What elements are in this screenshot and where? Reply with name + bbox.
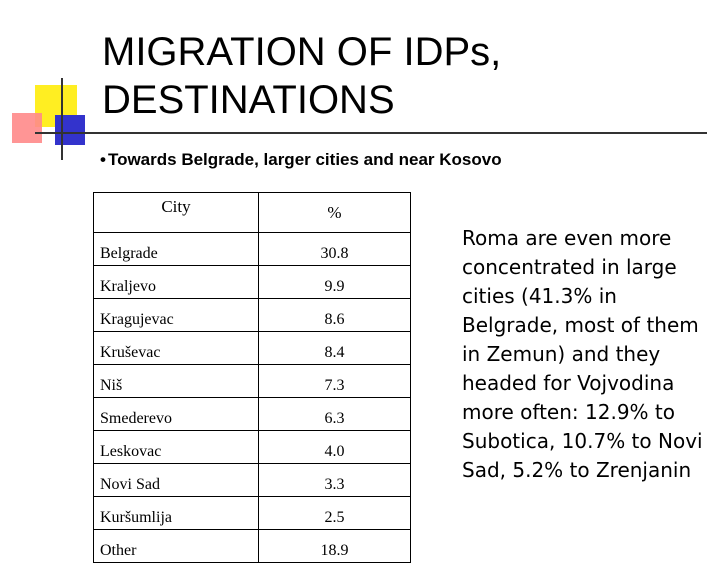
city-percentage-table: City % Belgrade 30.8 Kraljevo 9.9 Kragujevac…: [93, 192, 411, 563]
percent-cell: 6.3: [258, 397, 411, 431]
slide-title: MIGRATION OF IDPs, DESTINATIONS: [102, 28, 702, 124]
city-cell: Kruševac: [93, 331, 259, 365]
city-cell: Kraljevo: [93, 265, 259, 299]
city-cell: Kragujevac: [93, 298, 259, 332]
percent-cell: 9.9: [258, 265, 411, 299]
percent-cell: 18.9: [258, 529, 411, 563]
table-row: Belgrade 30.8: [93, 232, 411, 266]
city-cell: Smederevo: [93, 397, 259, 431]
city-cell: Belgrade: [93, 232, 259, 266]
bullet-text: Towards Belgrade, larger cities and near…: [107, 150, 502, 169]
percent-cell: 7.3: [258, 364, 411, 398]
table-row: Smederevo 6.3: [93, 397, 411, 431]
bullet-point: • Towards Belgrade, larger cities and nea…: [100, 150, 502, 170]
table-row: Kragujevac 8.6: [93, 298, 411, 332]
table-header-row: City %: [93, 192, 411, 233]
decor-red-square: [12, 113, 42, 143]
table-row: Kraljevo 9.9: [93, 265, 411, 299]
table-body: Belgrade 30.8 Kraljevo 9.9 Kragujevac 8.6 Kruš…: [93, 232, 411, 563]
decor-vertical-line: [61, 78, 63, 160]
header-percent: %: [258, 192, 411, 233]
table-row: Niš 7.3: [93, 364, 411, 398]
city-cell: Niš: [93, 364, 259, 398]
table-row: Other 18.9: [93, 529, 411, 563]
title-divider: [35, 132, 707, 134]
table-row: Leskovac 4.0: [93, 430, 411, 464]
decor-blue-square: [55, 115, 85, 145]
city-cell: Other: [93, 529, 259, 563]
header-city: City: [93, 192, 259, 233]
roma-note: Roma are even more concentrated in large…: [462, 226, 703, 482]
percent-cell: 8.6: [258, 298, 411, 332]
city-cell: Kuršumlija: [93, 496, 259, 530]
table-row: Kuršumlija 2.5: [93, 496, 411, 530]
city-cell: Novi Sad: [93, 463, 259, 497]
bullet-icon: •: [100, 150, 106, 169]
percent-cell: 30.8: [258, 232, 411, 266]
percent-cell: 8.4: [258, 331, 411, 365]
table-row: Kruševac 8.4: [93, 331, 411, 365]
table-row: Novi Sad 3.3: [93, 463, 411, 497]
city-cell: Leskovac: [93, 430, 259, 464]
title-line-1: MIGRATION OF IDPs,: [102, 30, 502, 74]
percent-cell: 3.3: [258, 463, 411, 497]
percent-cell: 4.0: [258, 430, 411, 464]
percent-cell: 2.5: [258, 496, 411, 530]
title-line-2: DESTINATIONS: [102, 78, 395, 122]
